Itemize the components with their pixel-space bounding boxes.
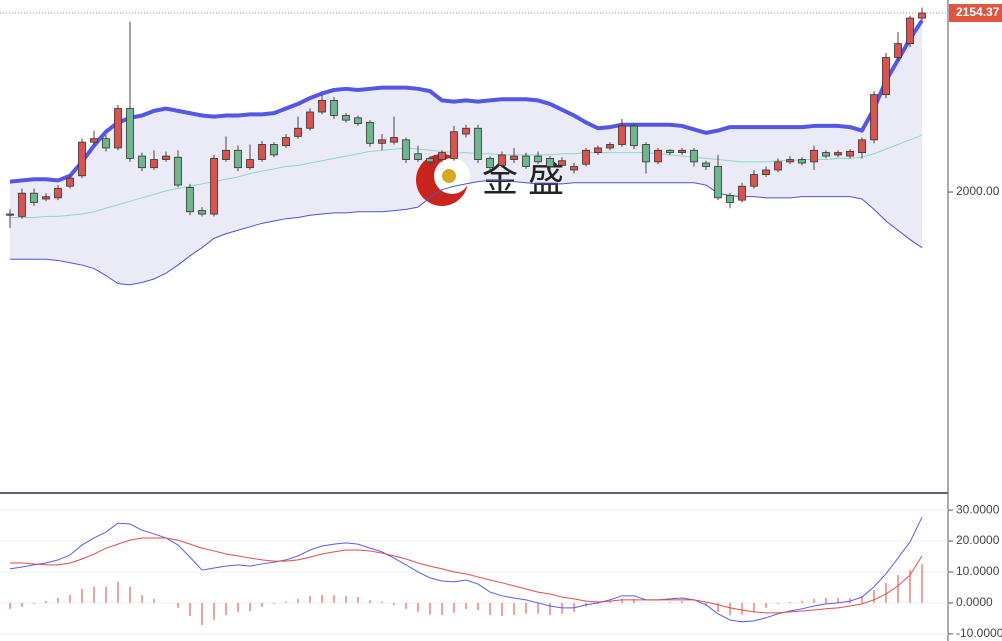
candle-body	[894, 43, 902, 58]
candle-body	[102, 138, 110, 149]
candle-body	[66, 177, 74, 187]
candle-body	[222, 149, 230, 160]
candle-body	[786, 159, 794, 163]
candle-body	[258, 144, 266, 160]
candle-body	[690, 149, 698, 163]
y-tick-label: 30.0000	[956, 502, 1000, 516]
candle-body	[678, 149, 686, 153]
candle-body	[726, 195, 734, 203]
y-tick-label: 2000.00	[956, 184, 1000, 198]
candle-body	[630, 125, 638, 147]
candle-body	[366, 122, 374, 144]
candle-body	[822, 152, 830, 157]
candle-body	[834, 152, 842, 156]
candle-body	[42, 196, 50, 200]
candle-body	[462, 127, 470, 135]
candle-body	[150, 159, 158, 169]
candle-body	[738, 185, 746, 201]
logo-ball	[442, 169, 456, 183]
candle-body	[198, 210, 206, 215]
candle-body	[18, 192, 26, 217]
candle-body	[858, 139, 866, 153]
candle-body	[294, 127, 302, 137]
band-line	[10, 134, 923, 219]
candle-body	[30, 192, 38, 203]
indicator-line	[10, 537, 923, 614]
candle-body	[882, 57, 890, 96]
candle-body	[846, 151, 854, 157]
last-price-box	[949, 4, 1002, 23]
band-line	[10, 179, 923, 286]
candle-body	[534, 155, 542, 163]
candle-body	[582, 149, 590, 165]
candle-body	[306, 111, 314, 129]
candle-body	[654, 149, 662, 163]
logo	[416, 154, 470, 206]
y-tick-label: -10.0000	[956, 626, 1002, 640]
candle-body	[210, 157, 218, 215]
candle-body	[570, 166, 578, 171]
candle-body	[438, 152, 446, 160]
candle-body	[186, 186, 194, 213]
y-tick-label: 0.0000	[956, 595, 993, 609]
candle-body	[750, 174, 758, 187]
candle-body	[714, 166, 722, 199]
indicator-line	[9, 516, 923, 623]
candle-body	[618, 125, 626, 145]
candle-body	[474, 127, 482, 160]
candle-body	[162, 155, 170, 160]
candle-body	[390, 137, 398, 143]
candle-body	[54, 188, 62, 199]
candle-body	[174, 156, 182, 186]
candle-body	[522, 155, 530, 167]
candle-body	[546, 157, 554, 167]
candle-body	[486, 157, 494, 169]
candle-body	[594, 147, 602, 153]
candle-body	[918, 12, 926, 19]
candle-body	[906, 17, 914, 44]
candle-body	[6, 213, 14, 216]
candle-body	[702, 162, 710, 167]
candle-body	[246, 159, 254, 169]
candle-body	[642, 144, 650, 163]
y-tick-label: 10.0000	[956, 564, 1000, 578]
candle-body	[762, 169, 770, 176]
candle-body	[342, 115, 350, 121]
candle-body	[774, 161, 782, 171]
candle-body	[666, 149, 674, 153]
candle-body	[270, 144, 278, 156]
candle-body	[498, 154, 506, 166]
candle-body	[282, 137, 290, 147]
candle-body	[126, 108, 134, 159]
candle-body	[378, 139, 386, 144]
candle-body	[114, 108, 122, 149]
candle-body	[138, 155, 146, 169]
candle-body	[426, 157, 434, 163]
candle-body	[558, 160, 566, 166]
band-line	[9, 19, 924, 184]
candle-body	[810, 149, 818, 163]
candle-body	[234, 149, 242, 169]
candle-body	[318, 100, 326, 113]
candle-body	[606, 144, 614, 149]
candle-body	[414, 153, 422, 160]
y-tick-label: 20.0000	[956, 533, 1000, 547]
candle-body	[330, 100, 338, 116]
candle-body	[798, 159, 806, 164]
candle-body	[870, 94, 878, 141]
candle-body	[78, 141, 86, 177]
candle-body	[450, 131, 458, 159]
candle-body	[354, 117, 362, 125]
candle-body	[402, 139, 410, 160]
candle-body	[510, 155, 518, 160]
last-price-label: 2154.37	[956, 5, 1000, 19]
candle-body	[90, 138, 98, 143]
